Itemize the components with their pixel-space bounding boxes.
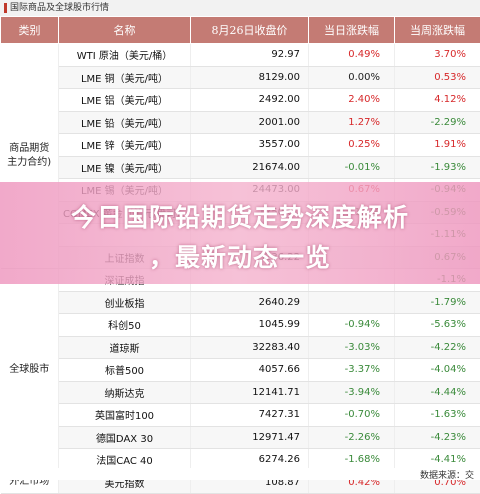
banner-title-line2: ，最新动态一览 [0, 238, 480, 274]
row-close-price: 12141.71 [191, 381, 309, 404]
row-close-price: 8129.00 [191, 66, 309, 89]
row-name: LME 铝（美元/吨） [59, 89, 191, 112]
header-title: 国际商品及全球股市行情 [10, 3, 109, 13]
row-close-price: 4057.66 [191, 359, 309, 382]
row-week-change: -1.63% [395, 404, 480, 427]
banner-title-line1: 今日国际铅期货走势深度解析 [0, 198, 480, 234]
row-day-change: -0.70% [309, 404, 395, 427]
row-day-change: 0.25% [309, 134, 395, 157]
row-day-change: -2.26% [309, 426, 395, 449]
row-name: 标普500 [59, 359, 191, 382]
row-day-change: -3.37% [309, 359, 395, 382]
header-tag-marker [4, 3, 7, 13]
row-close-price: 92.97 [191, 44, 309, 67]
row-week-change: -5.63% [395, 314, 480, 337]
data-source-footer: 数据来源：交 [0, 468, 480, 480]
row-day-change: 2.40% [309, 89, 395, 112]
row-name: 创业板指 [59, 291, 191, 314]
row-name: WTI 原油（美元/桶） [59, 44, 191, 67]
row-close-price: 32283.40 [191, 336, 309, 359]
row-week-change: 4.12% [395, 89, 480, 112]
column-header-week-change: 当周涨跌幅 [395, 17, 480, 44]
row-name: 德国DAX 30 [59, 426, 191, 449]
row-week-change: -4.23% [395, 426, 480, 449]
row-name: 英国富时100 [59, 404, 191, 427]
row-week-change: -4.04% [395, 359, 480, 382]
row-name: LME 锌（美元/吨） [59, 134, 191, 157]
row-close-price: 21674.00 [191, 156, 309, 179]
row-week-change: -4.22% [395, 336, 480, 359]
row-name: 科创50 [59, 314, 191, 337]
row-day-change: -0.01% [309, 156, 395, 179]
row-close-price: 2492.00 [191, 89, 309, 112]
row-day-change: 0.49% [309, 44, 395, 67]
row-close-price: 12971.47 [191, 426, 309, 449]
category-cell-stock: 全球股市 [1, 269, 59, 472]
row-day-change: -3.94% [309, 381, 395, 404]
row-day-change: 0.00% [309, 66, 395, 89]
row-close-price: 2001.00 [191, 111, 309, 134]
row-week-change: 3.70% [395, 44, 480, 67]
row-week-change: -1.93% [395, 156, 480, 179]
row-week-change: -2.29% [395, 111, 480, 134]
column-header-name: 名称 [59, 17, 191, 44]
row-week-change: 1.91% [395, 134, 480, 157]
column-header-category: 类别 [1, 17, 59, 44]
row-week-change: -4.44% [395, 381, 480, 404]
row-day-change: -0.94% [309, 314, 395, 337]
row-week-change: 0.53% [395, 66, 480, 89]
overlay-banner: 今日国际铅期货走势深度解析 ，最新动态一览 [0, 182, 480, 284]
table-header-row: 类别 名称 8月26日收盘价 当日涨跌幅 当周涨跌幅 [1, 17, 480, 44]
column-header-close: 8月26日收盘价 [191, 17, 309, 44]
row-name: LME 镍（美元/吨） [59, 156, 191, 179]
row-day-change: -3.03% [309, 336, 395, 359]
header-bar: 国际商品及全球股市行情 [0, 0, 480, 16]
row-day-change [309, 291, 395, 314]
row-week-change: -1.79% [395, 291, 480, 314]
row-name: LME 铅（美元/吨） [59, 111, 191, 134]
row-close-price: 3557.00 [191, 134, 309, 157]
table-row: LME 镍（美元/吨）21674.00-0.01%-1.93% [1, 156, 480, 179]
row-name: LME 铜（美元/吨） [59, 66, 191, 89]
row-close-price: 2640.29 [191, 291, 309, 314]
row-close-price: 7427.31 [191, 404, 309, 427]
row-close-price: 1045.99 [191, 314, 309, 337]
row-day-change: 1.27% [309, 111, 395, 134]
row-name: 纳斯达克 [59, 381, 191, 404]
row-name: 道琼斯 [59, 336, 191, 359]
column-header-day-change: 当日涨跌幅 [309, 17, 395, 44]
